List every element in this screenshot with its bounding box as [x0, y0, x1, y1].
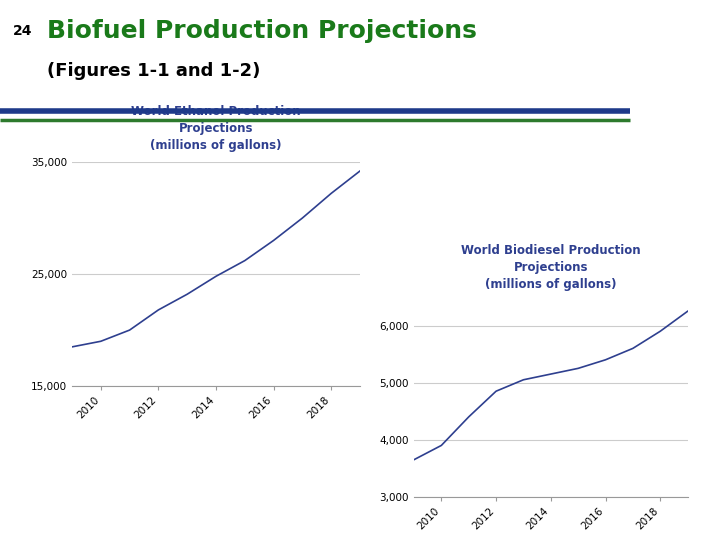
Text: Biofuel Production Projections: Biofuel Production Projections — [47, 19, 477, 43]
Text: 24: 24 — [13, 24, 32, 38]
Text: (Figures 1-1 and 1-2): (Figures 1-1 and 1-2) — [47, 62, 260, 80]
Text: World Biodiesel Production
Projections
(millions of gallons): World Biodiesel Production Projections (… — [461, 244, 641, 291]
Text: World Ethanol Production
Projections
(millions of gallons): World Ethanol Production Projections (mi… — [131, 105, 301, 152]
